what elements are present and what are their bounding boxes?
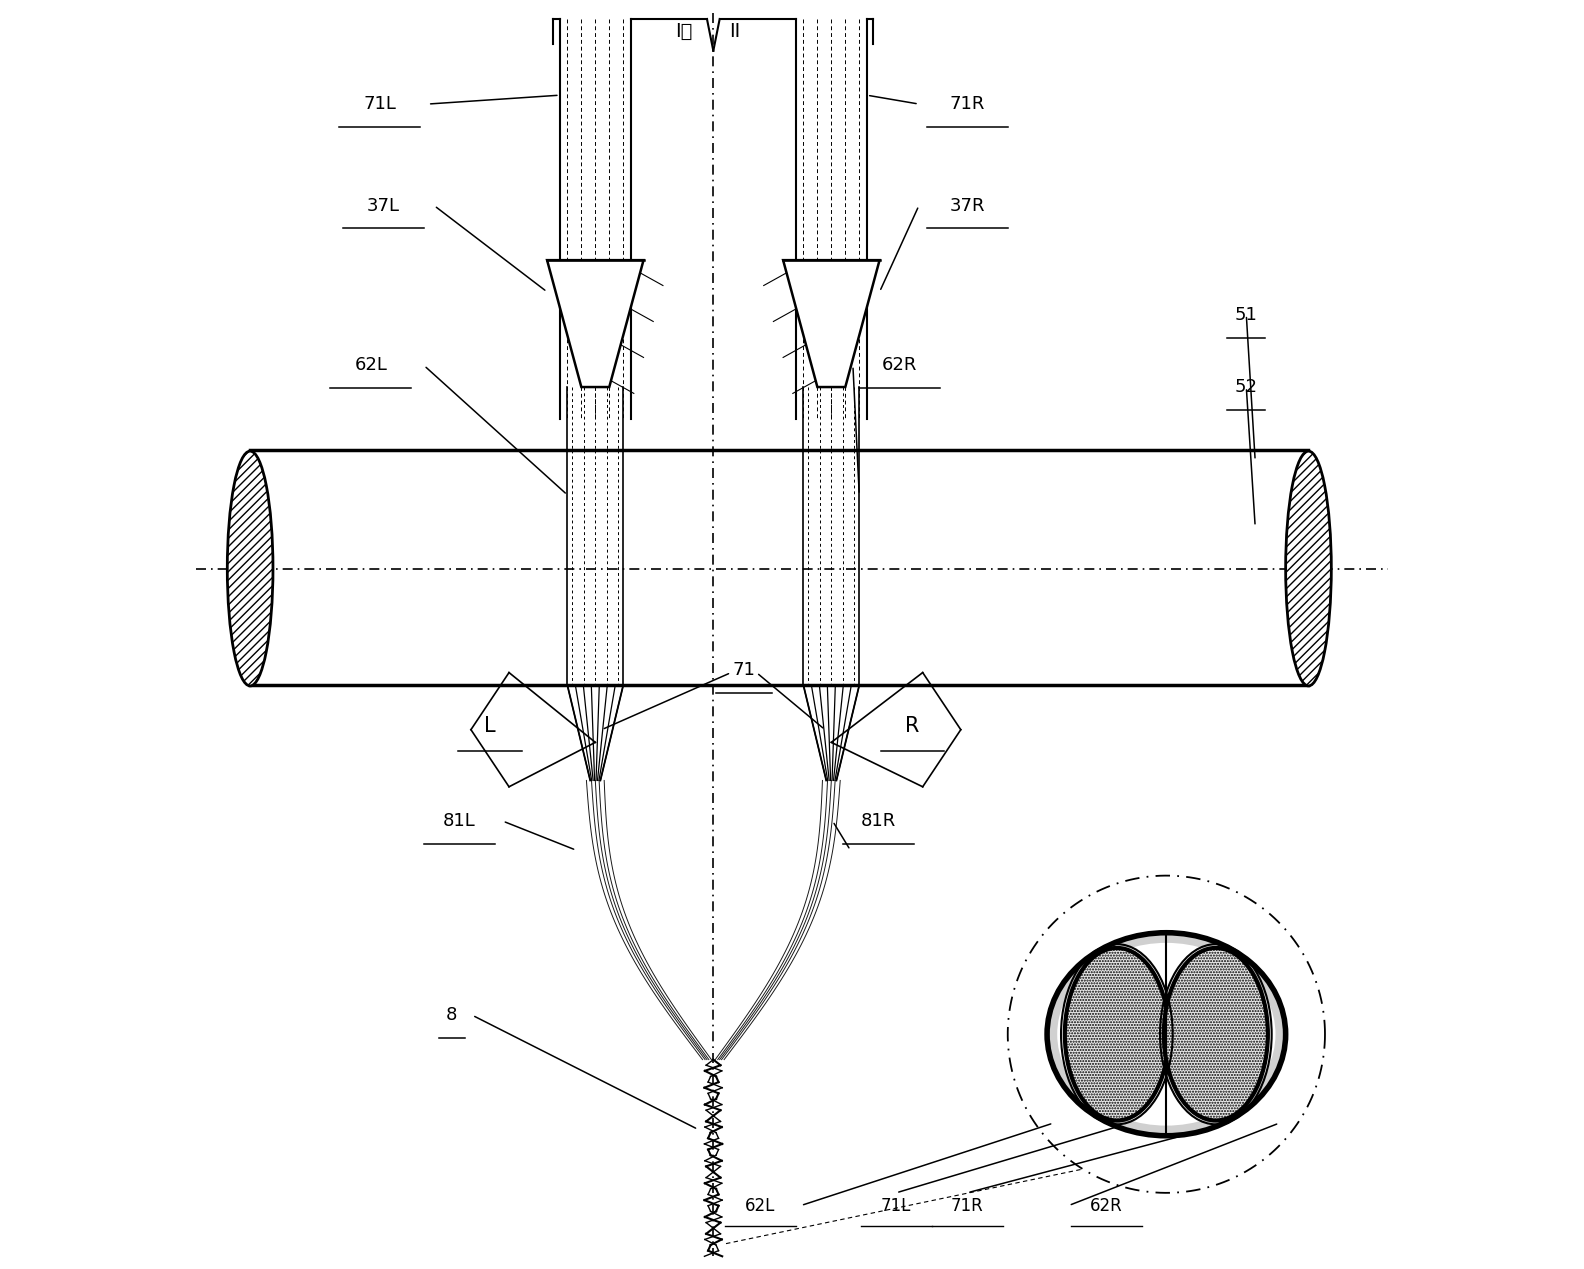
Text: 62L: 62L	[355, 357, 386, 374]
Ellipse shape	[227, 452, 272, 687]
Ellipse shape	[1057, 943, 1275, 1126]
Ellipse shape	[1047, 933, 1286, 1136]
Text: 81R: 81R	[860, 812, 897, 830]
Text: II: II	[729, 23, 741, 41]
Ellipse shape	[1286, 452, 1331, 687]
Text: 51: 51	[1236, 306, 1258, 324]
Text: L: L	[485, 716, 496, 736]
Ellipse shape	[1164, 948, 1267, 1121]
Text: 71: 71	[732, 661, 756, 679]
Ellipse shape	[1064, 948, 1169, 1121]
Text: 71R: 71R	[950, 1197, 984, 1214]
Text: R: R	[906, 716, 920, 736]
Text: 71L: 71L	[363, 95, 396, 113]
Text: 37L: 37L	[367, 197, 399, 214]
Text: 52: 52	[1236, 378, 1258, 396]
Text: 8: 8	[447, 1006, 458, 1024]
Polygon shape	[782, 260, 879, 387]
Text: 37R: 37R	[949, 197, 985, 214]
Polygon shape	[546, 260, 643, 387]
Text: 62R: 62R	[1090, 1197, 1123, 1214]
Text: 71L: 71L	[881, 1197, 911, 1214]
Text: 62R: 62R	[882, 357, 917, 374]
Text: 62L: 62L	[744, 1197, 776, 1214]
Text: 81L: 81L	[444, 812, 475, 830]
Text: I、: I、	[675, 23, 692, 41]
Text: 71R: 71R	[949, 95, 985, 113]
